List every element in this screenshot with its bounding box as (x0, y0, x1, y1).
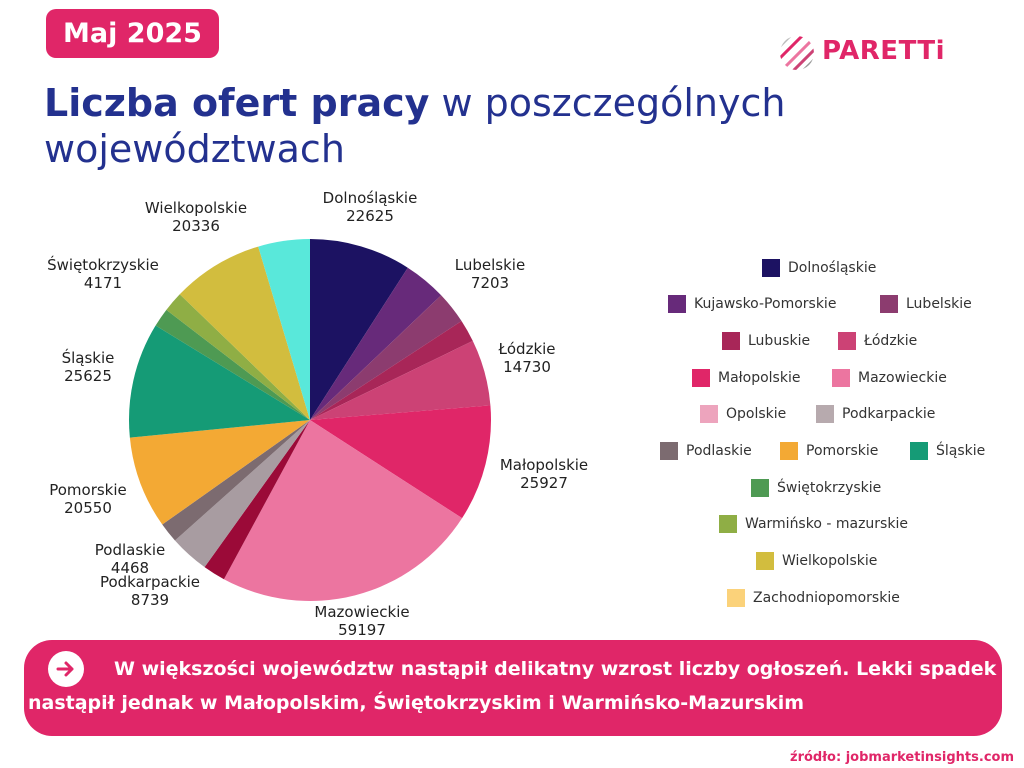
pie-data-label: Lubelskie 7203 (455, 256, 525, 292)
legend-swatch (910, 442, 928, 460)
pie-slice-lubelskie (310, 295, 462, 420)
pie-data-label: Małopolskie 25927 (500, 456, 588, 492)
pie-data-label: Wielkopolskie 20336 (145, 199, 247, 235)
date-badge: Maj 2025 (46, 9, 219, 58)
banner-text: W większości województw nastąpił delikat… (28, 658, 997, 714)
paretti-logo: PARETTi (778, 34, 978, 74)
legend-swatch (727, 589, 745, 607)
page-title: Liczba ofert pracy w poszczególnych woje… (44, 80, 944, 172)
legend-label: Dolnośląskie (788, 260, 877, 276)
legend-label: Śląskie (936, 443, 986, 459)
legend-label: Lubelskie (906, 296, 972, 312)
legend-item: Lubelskie (880, 295, 972, 313)
arrow-right-icon (48, 651, 84, 687)
legend-item: Świętokrzyskie (751, 479, 881, 497)
pie-slice-dolnośląskie (310, 239, 408, 420)
legend-swatch (692, 369, 710, 387)
pie-slice-świętokrzyskie (155, 309, 310, 420)
pie-data-label: Pomorskie 20550 (49, 481, 127, 517)
legend-label: Opolskie (726, 406, 787, 422)
legend-swatch (722, 332, 740, 350)
pie-slice-pomorskie (129, 420, 310, 525)
legend-label: Zachodniopomorskie (753, 590, 900, 606)
legend-label: Warmińsko - mazurskie (745, 516, 908, 532)
pie-data-label: Podkarpackie 8739 (100, 573, 200, 609)
pie-slice-śląskie (129, 325, 310, 438)
pie-chart: Dolnośląskie 22625 Lubelskie 7203 Łódzkie 147… (47, 190, 588, 639)
legend-swatch (756, 552, 774, 570)
legend-swatch (838, 332, 856, 350)
pie-slice-wielkopolskie (179, 246, 310, 420)
legend-item: Dolnośląskie (762, 259, 876, 277)
pie-slice-kujawsko-pomorskie (310, 267, 442, 420)
pie-slice-opolskie (204, 420, 310, 580)
pie-data-label: Dolnośląskie 22625 (323, 190, 418, 225)
pie-data-label: Łódzkie 14730 (497, 340, 555, 376)
legend-swatch (780, 442, 798, 460)
legend-item: Podlaskie (660, 442, 752, 460)
legend-label: Podlaskie (686, 443, 752, 459)
summary-banner: W większości województw nastąpił delikat… (24, 640, 1002, 736)
legend-label: Pomorskie (806, 443, 879, 459)
legend-label: Łódzkie (864, 333, 918, 349)
pie-data-label: Podlaskie 4468 (95, 541, 165, 577)
legend-swatch (668, 295, 686, 313)
legend-label: Podkarpackie (842, 406, 936, 422)
legend-item: Śląskie (910, 442, 985, 460)
legend-item: Kujawsko-Pomorskie (668, 295, 836, 313)
legend-label: Świętokrzyskie (777, 480, 882, 496)
legend-item: Mazowieckie (832, 369, 947, 387)
legend-item: Warmińsko - mazurskie (719, 515, 908, 533)
title-rest: w poszczególnych województwach (44, 81, 786, 171)
legend-label: Kujawsko-Pomorskie (694, 296, 837, 312)
pie-slices (129, 239, 491, 601)
legend-label: Małopolskie (718, 370, 801, 386)
pie-slice-podlaskie (162, 420, 310, 541)
logo-mark-icon (780, 36, 814, 70)
title-bold: Liczba ofert pracy (44, 81, 430, 125)
pie-labels: Dolnośląskie 22625 Lubelskie 7203 Łódzkie 147… (47, 190, 588, 639)
legend-label: Lubuskie (748, 333, 811, 349)
legend-swatch (816, 405, 834, 423)
pie-slice-mazowieckie (223, 420, 463, 601)
pie-slice-małopolskie (310, 405, 491, 519)
legend-label: Mazowieckie (858, 370, 947, 386)
legend-item: Lubuskie (722, 332, 810, 350)
legend-swatch (660, 442, 678, 460)
pie-slice-zachodniopomorskie (258, 239, 310, 420)
legend-swatch (719, 515, 737, 533)
pie-slice-podkarpackie (174, 420, 310, 568)
pie-slice-lubuskie (310, 321, 473, 420)
legend-item: Zachodniopomorskie (727, 589, 900, 607)
legend-swatch (832, 369, 850, 387)
legend-item: Łódzkie (838, 332, 917, 350)
pie-data-label: Śląskie 25625 (62, 348, 115, 385)
legend-label: Wielkopolskie (782, 553, 878, 569)
legend-swatch (880, 295, 898, 313)
legend-swatch (700, 405, 718, 423)
source-link[interactable]: źródło: jobmarketinsights.com (790, 750, 1014, 765)
legend-swatch (762, 259, 780, 277)
pie-slice-łódzkie (310, 340, 491, 420)
pie-data-label: Świętokrzyskie 4171 (47, 255, 159, 292)
legend-swatch (751, 479, 769, 497)
legend-item: Podkarpackie (816, 405, 935, 423)
logo-text: PARETTi (822, 36, 946, 66)
legend-item: Wielkopolskie (756, 552, 877, 570)
legend-item: Pomorskie (780, 442, 878, 460)
legend-item: Opolskie (700, 405, 786, 423)
pie-slice-warmińsko-mazurskie (166, 294, 310, 420)
pie-data-label: Mazowieckie 59197 (314, 603, 409, 639)
legend-item: Małopolskie (692, 369, 800, 387)
